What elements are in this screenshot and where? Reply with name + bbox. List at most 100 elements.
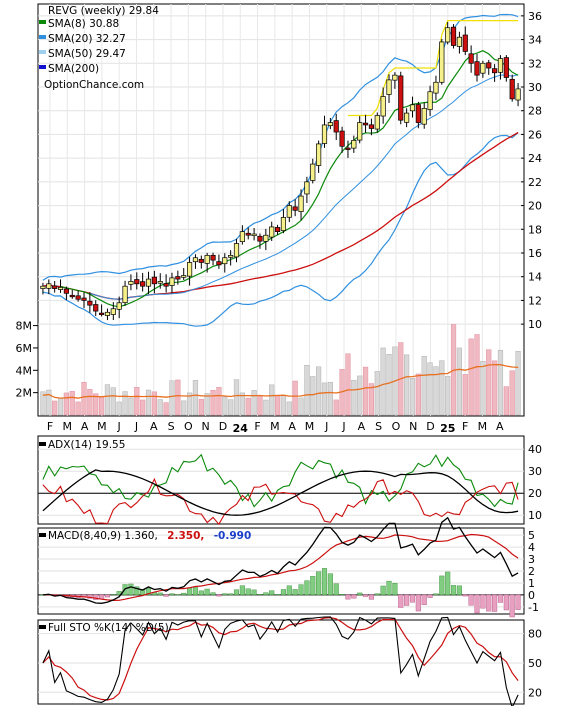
month-label: A xyxy=(496,420,504,433)
volume-bar xyxy=(280,394,287,416)
candle-body xyxy=(210,254,216,261)
macd-histogram-bar xyxy=(339,594,345,596)
volume-bar xyxy=(433,366,439,416)
volume-bar xyxy=(98,396,105,416)
adx-tick-label: 20 xyxy=(528,487,542,500)
volume-bar xyxy=(157,399,163,416)
macd-hist-value: -0.990 xyxy=(214,530,252,542)
macd-histogram-bar xyxy=(497,594,504,603)
volume-bar xyxy=(509,370,515,416)
month-label: N xyxy=(409,420,417,433)
volume-bar xyxy=(286,401,292,416)
macd-histogram-bar xyxy=(492,594,498,612)
volume-tick-label: 8M xyxy=(16,320,33,333)
candle-body xyxy=(492,68,498,74)
month-label: F xyxy=(462,420,468,433)
price-title: REVG (weekly) 29.84 xyxy=(48,5,159,17)
volume-bar xyxy=(69,391,75,416)
legend-swatch-sma50 xyxy=(39,50,46,54)
volume-bar xyxy=(145,389,152,416)
macd-histogram-bar xyxy=(474,594,480,614)
macd-histogram-bar xyxy=(251,589,257,596)
candle-body xyxy=(415,104,421,123)
volume-bar xyxy=(427,362,433,416)
macd-histogram-bar xyxy=(445,571,451,596)
macd-value: MACD(8,40,9) 1.360, xyxy=(48,530,158,542)
macd-histogram-bar xyxy=(163,594,169,597)
adx-tick-label: 30 xyxy=(528,465,542,478)
macd-histogram-bar xyxy=(134,586,140,596)
macd-histogram-bar xyxy=(128,583,134,596)
macd-histogram-bar xyxy=(333,583,339,596)
volume-bar xyxy=(210,390,216,416)
price-tick-label: 22 xyxy=(528,176,542,189)
macd-histogram-bar xyxy=(404,594,410,606)
adx-line xyxy=(42,469,519,516)
month-label: F xyxy=(47,420,53,433)
month-label: S xyxy=(168,420,175,433)
candle-body xyxy=(509,78,515,100)
candlesticks xyxy=(40,22,521,321)
volume-bar xyxy=(151,391,157,416)
macd-signal-value: 2.350, xyxy=(167,530,204,542)
volume-bar xyxy=(239,392,245,416)
volume-bar xyxy=(415,373,421,416)
candle-body xyxy=(104,311,111,316)
candle-body xyxy=(439,41,445,83)
macd-histogram-bar xyxy=(239,585,245,596)
volume-bar xyxy=(404,354,410,416)
volume-tick-label: 2M xyxy=(16,387,33,400)
price-tick-label: 14 xyxy=(528,271,542,284)
candle-body xyxy=(75,295,81,300)
macd-histogram-bar xyxy=(175,594,181,596)
price-tick-label: 24 xyxy=(528,152,542,165)
macd-histogram-bar xyxy=(380,585,386,596)
price-tick-label: 18 xyxy=(528,223,542,236)
volume-bar xyxy=(316,366,322,416)
candle-body xyxy=(87,300,93,306)
month-label: F xyxy=(254,420,260,433)
macd-tick-label: 4 xyxy=(528,541,535,554)
plus-di-line xyxy=(42,453,519,508)
sma20-line xyxy=(89,74,519,300)
month-label: N xyxy=(202,420,210,433)
macd-histogram-bar xyxy=(292,589,298,596)
candle-body xyxy=(204,255,210,264)
price-indicator-lines xyxy=(42,13,519,399)
volume-bar xyxy=(374,371,380,416)
candle-body xyxy=(140,281,146,287)
volume-bar xyxy=(462,374,468,416)
macd-signal-line xyxy=(42,533,519,602)
volume-bar xyxy=(175,379,181,416)
macd-tick-label: 0 xyxy=(528,589,535,602)
volume-bar xyxy=(198,398,204,416)
volume-bar xyxy=(274,394,281,416)
minus-di-line xyxy=(42,477,519,526)
macd-histogram-bar xyxy=(145,587,152,596)
macd-histogram-bar xyxy=(204,588,210,596)
candle-body xyxy=(351,140,357,149)
candle-body xyxy=(380,96,386,117)
macd-histogram-bar xyxy=(169,593,175,596)
macd-histogram-bar xyxy=(345,594,351,600)
macd-histogram-bar xyxy=(275,594,281,596)
volume-bar xyxy=(333,399,339,416)
candle-body xyxy=(93,304,99,312)
candle-body xyxy=(57,287,64,290)
volume-bar xyxy=(357,375,363,416)
candle-body xyxy=(474,61,480,76)
month-label: M xyxy=(63,420,73,433)
candle-body xyxy=(374,115,380,130)
candle-body xyxy=(145,278,152,287)
candle-body xyxy=(216,261,222,266)
volume-bar xyxy=(439,360,445,416)
candle-body xyxy=(304,181,310,195)
candle-body xyxy=(251,233,257,237)
candle-body xyxy=(468,53,474,64)
volume-bar xyxy=(321,382,328,416)
candle-body xyxy=(333,120,339,133)
macd-histogram-bar xyxy=(462,594,468,597)
volume-bar xyxy=(263,399,269,416)
